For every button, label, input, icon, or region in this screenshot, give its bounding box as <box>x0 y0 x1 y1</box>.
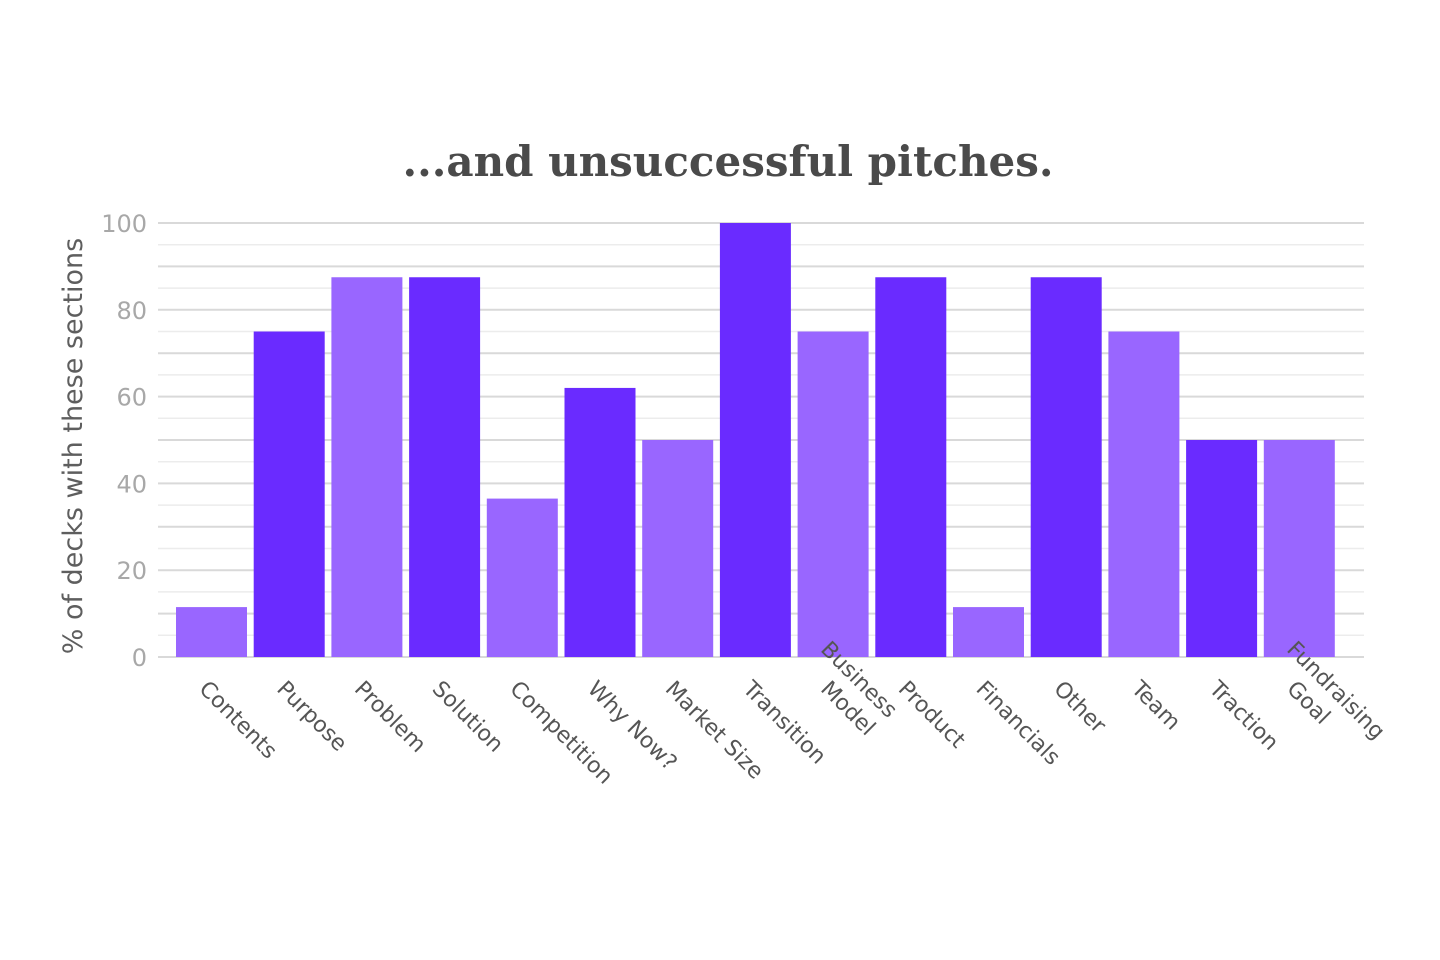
x-axis-ticks: ContentsPurposeProblemSolutionCompetitio… <box>194 637 1390 789</box>
x-tick-label: Contents <box>194 677 282 765</box>
bar <box>564 387 636 657</box>
y-axis-label: % of decks with these sections <box>58 238 89 654</box>
x-tick-label: Traction <box>1203 676 1283 756</box>
x-tick-label: Problem <box>349 677 430 758</box>
bar <box>1108 331 1180 657</box>
y-tick-label: 40 <box>116 470 147 498</box>
y-tick-label: 0 <box>132 644 147 672</box>
bar <box>486 498 558 657</box>
bars <box>176 223 1335 657</box>
x-tick-label: Other <box>1048 677 1111 740</box>
bar <box>642 440 714 657</box>
x-tick-label: Product <box>893 677 970 754</box>
y-tick-label: 60 <box>116 384 147 412</box>
bar <box>1030 277 1102 657</box>
x-tick-label: Team <box>1125 676 1185 736</box>
chart-title: ...and unsuccessful pitches. <box>402 137 1053 186</box>
bar <box>409 277 481 657</box>
y-tick-label: 80 <box>116 297 147 325</box>
bar <box>331 277 403 657</box>
x-tick-label: Solution <box>427 677 508 758</box>
bar <box>1186 440 1258 657</box>
bar <box>253 331 325 657</box>
bar <box>875 277 947 657</box>
y-axis-ticks: 0 20 40 60 80 100 <box>101 210 147 672</box>
bar <box>719 223 791 657</box>
bar <box>797 331 869 657</box>
y-tick-label: 100 <box>101 210 147 238</box>
bar <box>953 607 1024 657</box>
x-tick-label: Financials <box>971 677 1065 771</box>
x-tick-label: Purpose <box>271 677 351 757</box>
y-tick-label: 20 <box>116 557 147 585</box>
bar <box>176 607 247 657</box>
bar <box>1263 440 1335 657</box>
